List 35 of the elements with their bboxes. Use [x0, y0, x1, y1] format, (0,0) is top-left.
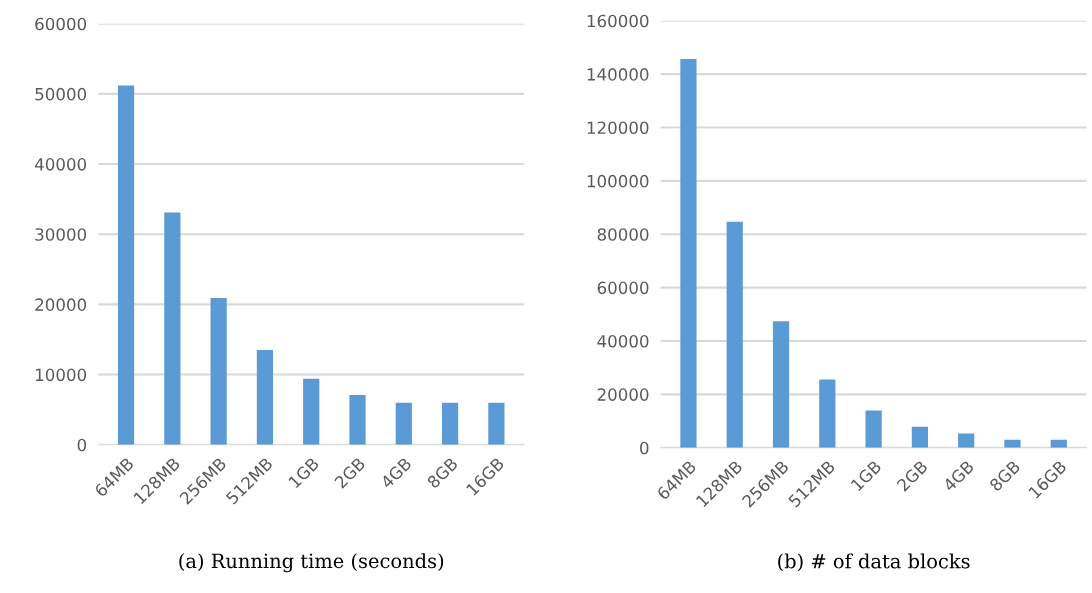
text: (a) Running time (seconds)	[179, 553, 444, 573]
bar	[164, 212, 181, 445]
bar	[958, 433, 975, 448]
y-tick-label: 160000	[587, 14, 649, 28]
y-tick-label: 10000	[35, 368, 87, 382]
y-tick-label: 30000	[35, 228, 87, 241]
y-tick-label: 100000	[587, 174, 649, 188]
text: (b) # of data blocks	[778, 553, 970, 572]
bar	[488, 402, 505, 445]
bar	[911, 426, 928, 448]
y-tick-label: 120000	[587, 121, 649, 135]
bar	[772, 321, 790, 448]
y-tick-label: 140000	[587, 68, 649, 81]
bar	[441, 402, 459, 445]
y-tick-label: 40000	[597, 334, 649, 348]
bar	[303, 378, 320, 445]
bar	[256, 350, 274, 445]
bar	[117, 85, 135, 445]
bar	[210, 298, 227, 445]
y-tick-label: 20000	[35, 298, 87, 311]
bar	[865, 410, 882, 448]
y-tick-label: 0	[77, 438, 87, 452]
y-tick-label: 60000	[35, 17, 87, 31]
bar	[819, 379, 836, 448]
bar	[349, 394, 366, 445]
y-tick-label: 60000	[597, 281, 649, 295]
bar	[726, 221, 743, 448]
bar	[680, 58, 697, 448]
bar	[395, 402, 412, 445]
y-tick-label: 40000	[34, 158, 87, 171]
y-tick-label: 20000	[597, 388, 649, 401]
y-tick-label: 50000	[35, 87, 87, 101]
y-tick-label: 0	[640, 441, 649, 455]
bar	[1004, 439, 1021, 448]
y-tick-label: 80000	[597, 228, 649, 241]
